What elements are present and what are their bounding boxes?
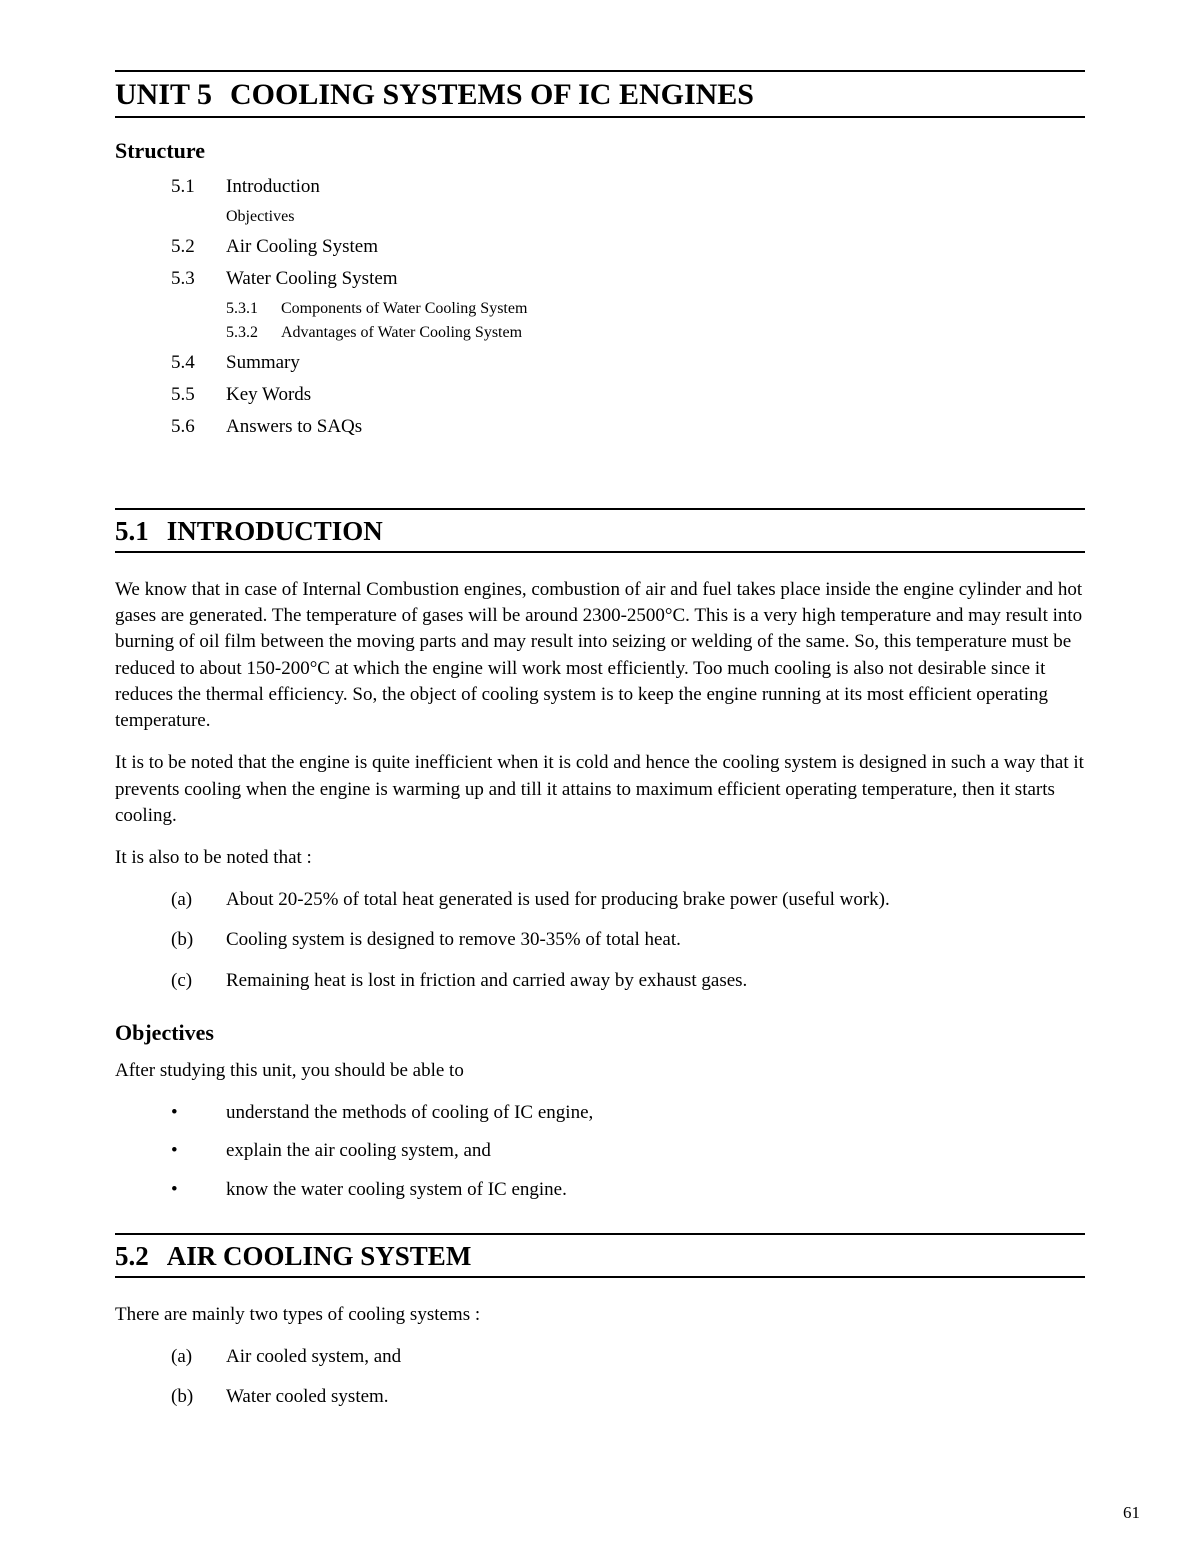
- toc-sub-label: Components of Water Cooling System: [281, 300, 527, 318]
- toc-label: Water Cooling System: [226, 268, 1085, 290]
- list-item: (b) Water cooled system.: [171, 1384, 1085, 1410]
- toc-num: 5.1: [171, 176, 226, 198]
- list-item: (a) Air cooled system, and: [171, 1344, 1085, 1370]
- page-number: 61: [1123, 1503, 1140, 1523]
- list-item: (a) About 20-25% of total heat generated…: [171, 887, 1085, 913]
- toc-label: Key Words: [226, 384, 1085, 406]
- toc-item: 5.6 Answers to SAQs: [171, 416, 1085, 438]
- list-text: Air cooled system, and: [226, 1344, 1085, 1370]
- toc-sub-item: 5.3.2 Advantages of Water Cooling System: [226, 324, 1085, 342]
- toc-num: 5.5: [171, 384, 226, 406]
- list-item: (b) Cooling system is designed to remove…: [171, 927, 1085, 953]
- section-num: 5.2: [115, 1241, 149, 1271]
- air-para-1: There are mainly two types of cooling sy…: [115, 1302, 1085, 1328]
- toc-item: 5.1 Introduction: [171, 176, 1085, 198]
- toc-item: 5.4 Summary: [171, 352, 1085, 374]
- page: UNIT 5 COOLING SYSTEMS OF IC ENGINES Str…: [0, 0, 1200, 1553]
- intro-para-3: It is also to be noted that :: [115, 845, 1085, 871]
- toc-num: 5.2: [171, 236, 226, 258]
- section-title-intro: 5.1 INTRODUCTION: [115, 508, 1085, 553]
- list-text: About 20-25% of total heat generated is …: [226, 887, 1085, 913]
- toc-sub-plain: Objectives: [226, 208, 1085, 226]
- bullet-icon: •: [171, 1138, 226, 1164]
- list-text: Remaining heat is lost in friction and c…: [226, 968, 1085, 994]
- toc-num: 5.6: [171, 416, 226, 438]
- toc-label: Answers to SAQs: [226, 416, 1085, 438]
- bullet-icon: •: [171, 1177, 226, 1203]
- list-item: (c) Remaining heat is lost in friction a…: [171, 968, 1085, 994]
- toc: 5.1 Introduction Objectives 5.2 Air Cool…: [171, 176, 1085, 438]
- intro-para-2: It is to be noted that the engine is qui…: [115, 750, 1085, 829]
- unit-number: UNIT 5: [115, 78, 212, 111]
- intro-notes-list: (a) About 20-25% of total heat generated…: [171, 887, 1085, 994]
- section-text: AIR COOLING SYSTEM: [167, 1241, 472, 1271]
- bullet-icon: •: [171, 1100, 226, 1126]
- toc-num: 5.3: [171, 268, 226, 290]
- list-text: Water cooled system.: [226, 1384, 1085, 1410]
- intro-para-1: We know that in case of Internal Combust…: [115, 577, 1085, 734]
- air-types-list: (a) Air cooled system, and (b) Water coo…: [171, 1344, 1085, 1410]
- bullet-item: • understand the methods of cooling of I…: [171, 1100, 1085, 1126]
- list-marker: (a): [171, 887, 226, 913]
- section-text: INTRODUCTION: [167, 516, 383, 546]
- section-title-air: 5.2 AIR COOLING SYSTEM: [115, 1233, 1085, 1278]
- toc-num: 5.4: [171, 352, 226, 374]
- structure-heading: Structure: [115, 138, 1085, 164]
- list-marker: (a): [171, 1344, 226, 1370]
- toc-sub-num: 5.3.1: [226, 300, 281, 318]
- list-marker: (b): [171, 1384, 226, 1410]
- bullet-text: understand the methods of cooling of IC …: [226, 1100, 1085, 1126]
- toc-item: 5.2 Air Cooling System: [171, 236, 1085, 258]
- unit-title: UNIT 5 COOLING SYSTEMS OF IC ENGINES: [115, 70, 1085, 118]
- bullet-item: • explain the air cooling system, and: [171, 1138, 1085, 1164]
- unit-title-text: COOLING SYSTEMS OF IC ENGINES: [230, 78, 754, 111]
- objectives-list: • understand the methods of cooling of I…: [171, 1100, 1085, 1203]
- toc-label: Introduction: [226, 176, 1085, 198]
- toc-label: Air Cooling System: [226, 236, 1085, 258]
- bullet-text: know the water cooling system of IC engi…: [226, 1177, 1085, 1203]
- list-marker: (c): [171, 968, 226, 994]
- bullet-item: • know the water cooling system of IC en…: [171, 1177, 1085, 1203]
- toc-item: 5.5 Key Words: [171, 384, 1085, 406]
- list-text: Cooling system is designed to remove 30-…: [226, 927, 1085, 953]
- objectives-heading: Objectives: [115, 1020, 1085, 1046]
- toc-sub-item: 5.3.1 Components of Water Cooling System: [226, 300, 1085, 318]
- toc-label: Summary: [226, 352, 1085, 374]
- bullet-text: explain the air cooling system, and: [226, 1138, 1085, 1164]
- section-num: 5.1: [115, 516, 149, 546]
- objectives-intro: After studying this unit, you should be …: [115, 1058, 1085, 1084]
- toc-sub-label: Advantages of Water Cooling System: [281, 324, 522, 342]
- toc-item: 5.3 Water Cooling System: [171, 268, 1085, 290]
- list-marker: (b): [171, 927, 226, 953]
- toc-sub-num: 5.3.2: [226, 324, 281, 342]
